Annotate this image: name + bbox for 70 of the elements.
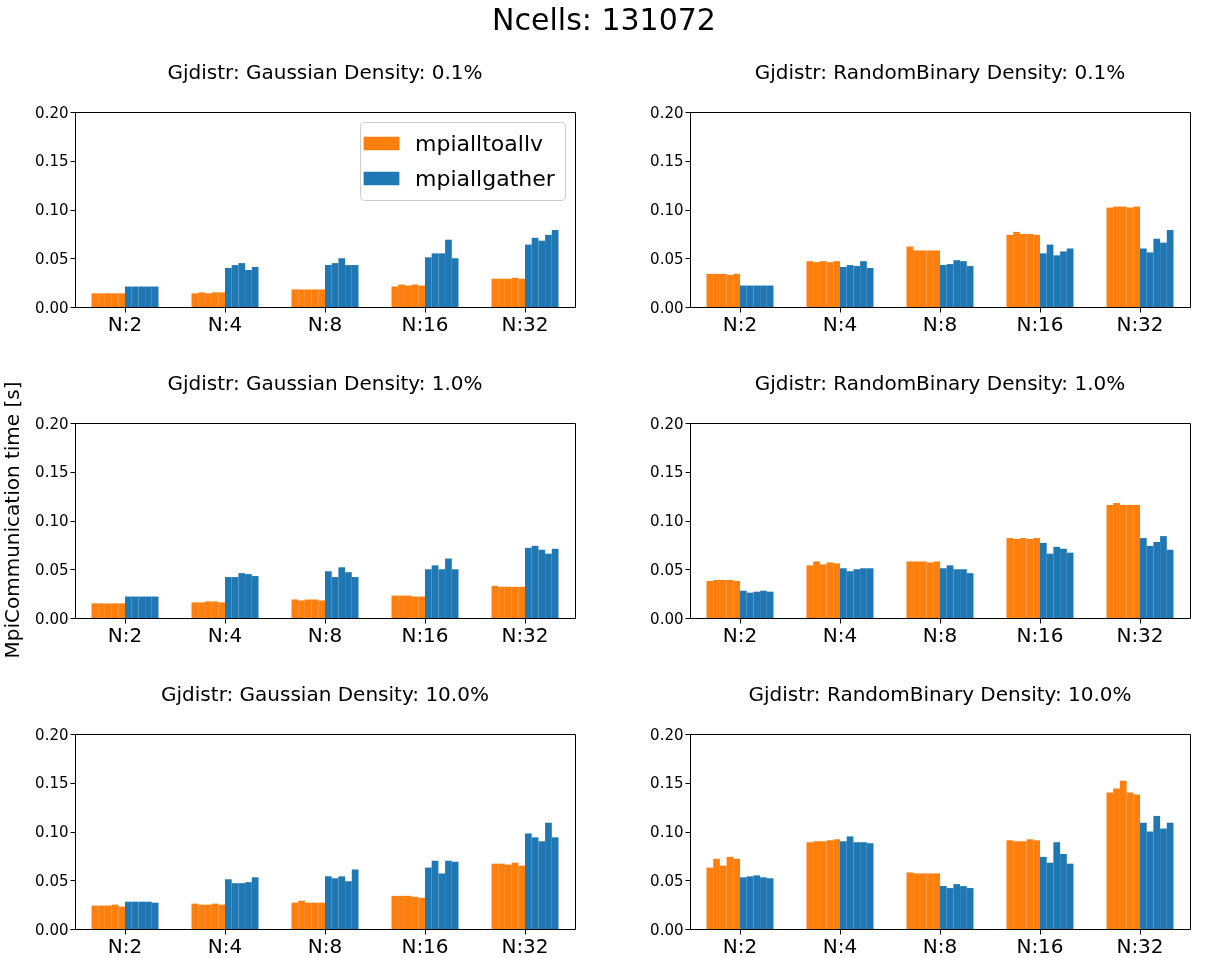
y-tick-label: 0.00	[35, 920, 69, 939]
y-tick-label: 0.15	[35, 774, 69, 793]
y-axis-title: MpiCommunication time [s]	[0, 380, 24, 661]
y-tick-label: 0.00	[650, 609, 684, 628]
x-tick-label: N:8	[922, 622, 958, 647]
y-tick-label: 0.05	[35, 871, 69, 890]
x-tick-label: N:4	[822, 311, 858, 336]
y-tick-label: 0.05	[650, 249, 684, 268]
y-tick-label: 0.15	[650, 463, 684, 482]
x-tick-label: N:4	[207, 311, 243, 336]
x-tick-label: N:8	[922, 311, 958, 336]
chart-title: Gjdistr: RandomBinary Density: 10.0%	[748, 682, 1132, 706]
y-tick-label: 0.15	[650, 774, 684, 793]
y-tick-label: 0.20	[650, 414, 684, 433]
y-tick-label: 0.20	[650, 725, 684, 744]
x-tick-label: N:32	[1116, 933, 1164, 958]
x-tick-label: N:16	[401, 311, 449, 336]
chart-title: Gjdistr: RandomBinary Density: 0.1%	[754, 60, 1126, 84]
y-tick-label: 0.10	[35, 512, 69, 530]
x-tick-label: N:32	[1116, 622, 1164, 647]
x-tick-label: N:16	[1016, 622, 1064, 647]
chart-title: Gjdistr: Gaussian Density: 10.0%	[161, 682, 489, 706]
y-tick-label: 0.05	[650, 560, 684, 579]
x-tick-label: N:2	[722, 933, 758, 958]
y-tick-label: 0.05	[650, 871, 684, 890]
x-tick-label: N:8	[307, 311, 343, 336]
y-tick-label: 0.20	[650, 103, 684, 122]
x-tick-label: N:4	[822, 933, 858, 958]
x-tick-label: N:4	[822, 622, 858, 647]
x-tick-label: N:2	[107, 933, 143, 958]
y-tick-label: 0.20	[35, 725, 69, 744]
x-tick-label: N:16	[1016, 311, 1064, 336]
chart-title: Gjdistr: Gaussian Density: 1.0%	[167, 371, 483, 395]
x-tick-label: N:4	[207, 933, 243, 958]
x-tick-label: N:32	[501, 933, 549, 958]
y-tick-label: 0.10	[650, 201, 684, 219]
y-tick-label: 0.10	[650, 823, 684, 841]
chart-title: Gjdistr: Gaussian Density: 0.1%	[167, 60, 483, 84]
y-tick-label: 0.15	[35, 152, 69, 171]
x-tick-label: N:4	[207, 622, 243, 647]
y-tick-label: 0.20	[35, 103, 69, 122]
chart-title: Gjdistr: RandomBinary Density: 1.0%	[754, 371, 1126, 395]
legend-label: mpiallgather	[415, 165, 556, 191]
x-tick-label: N:2	[107, 311, 143, 336]
y-tick-label: 0.10	[35, 201, 69, 219]
x-tick-label: N:16	[401, 622, 449, 647]
y-tick-label: 0.00	[650, 298, 684, 317]
y-tick-label: 0.15	[35, 463, 69, 482]
x-tick-label: N:2	[722, 311, 758, 336]
y-tick-label: 0.20	[35, 414, 69, 433]
y-tick-label: 0.15	[650, 152, 684, 171]
y-tick-label: 0.00	[650, 920, 684, 939]
y-tick-label: 0.05	[35, 249, 69, 268]
legend-label: mpialltoallv	[415, 130, 544, 156]
y-tick-label: 0.00	[35, 609, 69, 628]
x-tick-label: N:16	[1016, 933, 1064, 958]
y-tick-label: 0.10	[35, 823, 69, 841]
x-tick-label: N:8	[922, 933, 958, 958]
x-tick-label: N:32	[501, 622, 549, 647]
x-tick-label: N:2	[722, 622, 758, 647]
x-tick-label: N:2	[107, 622, 143, 647]
y-tick-label: 0.05	[35, 560, 69, 579]
x-tick-label: N:8	[307, 933, 343, 958]
x-tick-label: N:32	[1116, 311, 1164, 336]
x-tick-label: N:8	[307, 622, 343, 647]
y-tick-label: 0.10	[650, 512, 684, 530]
text: Ncells: 131072	[491, 2, 717, 37]
x-tick-label: N:32	[501, 311, 549, 336]
y-tick-label: 0.00	[35, 298, 69, 317]
x-tick-label: N:16	[401, 933, 449, 958]
